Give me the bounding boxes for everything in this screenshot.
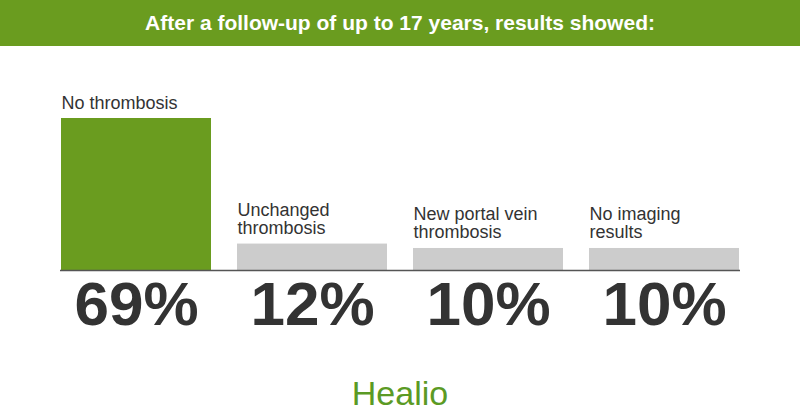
svg-text:12%: 12% [250, 269, 374, 338]
svg-text:10%: 10% [426, 269, 550, 338]
html-text:Healio: Healio [351, 373, 449, 412]
svg-text:No imagingresults: No imagingresults [589, 204, 680, 242]
svg-text:Unchangedthrombosis: Unchangedthrombosis [237, 200, 329, 238]
html-text:After a follow-up of up to 17: After a follow-up of up to 17 years, res… [145, 11, 655, 34]
svg-text:New portal veinthrombosis: New portal veinthrombosis [413, 204, 537, 242]
svg-text:69%: 69% [74, 269, 198, 338]
svg-text:No thrombosis: No thrombosis [61, 93, 177, 113]
svg-text:10%: 10% [602, 269, 726, 338]
